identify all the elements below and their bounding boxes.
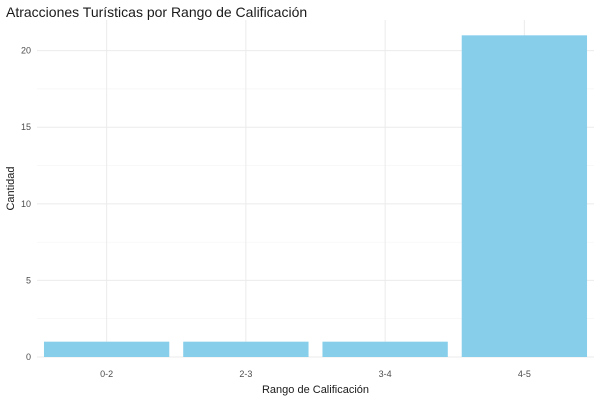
bar-0-2 [43,341,170,357]
bar-3-4 [322,341,448,357]
y-axis-ticks: 0 5 10 15 20 [21,46,31,362]
bar-4-5 [461,35,588,358]
bars [43,35,588,358]
y-tick-label: 5 [26,275,31,285]
y-axis-label: Cantidad [5,166,17,210]
y-tick-label: 10 [21,199,31,209]
x-tick-label: 4-5 [518,369,531,379]
y-tick-label: 20 [21,46,31,56]
bar-2-3 [183,341,309,357]
y-tick-label: 15 [21,122,31,132]
y-tick-label: 0 [26,352,31,362]
x-tick-label: 2-3 [239,369,252,379]
x-axis-label: Rango de Calificación [262,384,369,396]
x-axis-ticks: 0-2 2-3 3-4 4-5 [100,369,531,379]
x-tick-label: 0-2 [100,369,113,379]
chart-title: Atracciones Turísticas por Rango de Cali… [6,4,307,20]
x-tick-label: 3-4 [379,369,392,379]
